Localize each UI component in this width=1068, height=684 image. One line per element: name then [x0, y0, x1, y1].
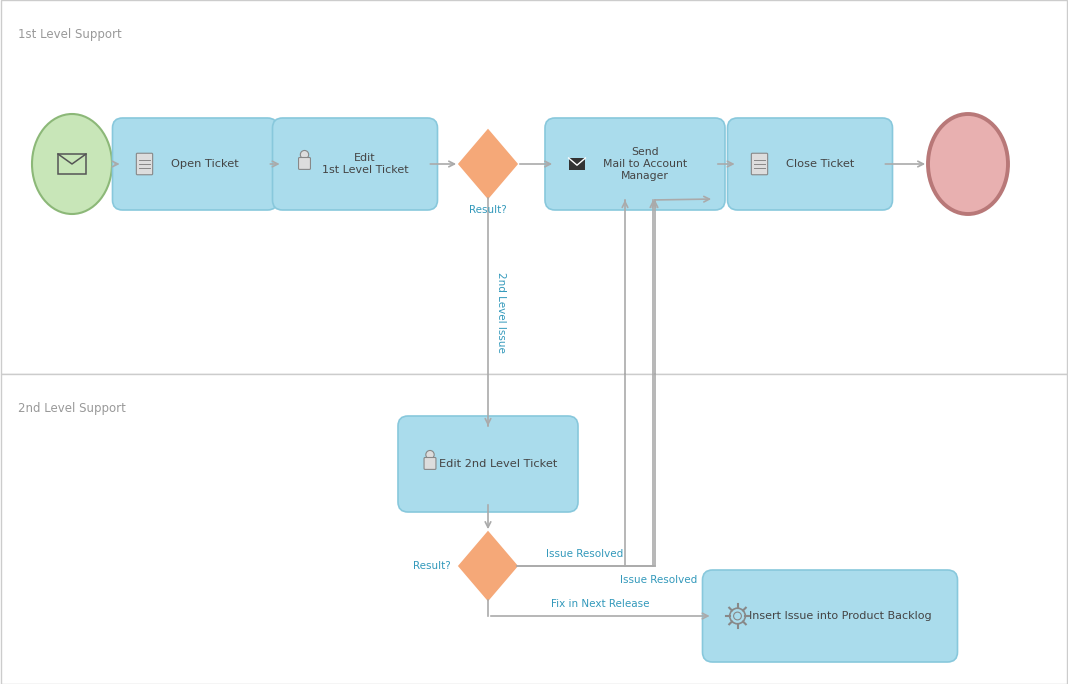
Circle shape [300, 150, 309, 159]
FancyBboxPatch shape [727, 118, 893, 210]
Circle shape [426, 451, 435, 459]
FancyBboxPatch shape [137, 153, 153, 174]
Text: Result?: Result? [413, 561, 451, 571]
FancyBboxPatch shape [545, 118, 725, 210]
FancyBboxPatch shape [752, 153, 768, 174]
Text: 2nd Level Issue: 2nd Level Issue [496, 272, 506, 352]
Bar [58, 154, 87, 174]
Polygon shape [459, 130, 517, 198]
Bar [1, 0, 1067, 374]
FancyBboxPatch shape [398, 416, 578, 512]
Text: Issue Resolved: Issue Resolved [547, 549, 624, 559]
Text: Insert Issue into Product Backlog: Insert Issue into Product Backlog [749, 611, 931, 621]
Bar [1, 374, 1067, 684]
Text: Fix in Next Release: Fix in Next Release [551, 599, 649, 609]
Ellipse shape [32, 114, 112, 214]
Text: Send
Mail to Account
Manager: Send Mail to Account Manager [603, 147, 687, 181]
FancyBboxPatch shape [299, 157, 311, 170]
Text: Close Ticket: Close Ticket [786, 159, 854, 169]
Text: Edit 2nd Level Ticket: Edit 2nd Level Ticket [439, 459, 557, 469]
Ellipse shape [928, 114, 1008, 214]
FancyBboxPatch shape [424, 458, 436, 469]
Text: Edit
1st Level Ticket: Edit 1st Level Ticket [321, 153, 408, 175]
Text: Issue Resolved: Issue Resolved [621, 575, 697, 585]
Text: 2nd Level Support: 2nd Level Support [18, 402, 126, 415]
Text: Result?: Result? [469, 205, 507, 215]
FancyBboxPatch shape [112, 118, 278, 210]
FancyBboxPatch shape [703, 570, 958, 662]
Bar [568, 158, 585, 170]
FancyBboxPatch shape [272, 118, 438, 210]
Polygon shape [459, 532, 517, 600]
Text: 1st Level Support: 1st Level Support [18, 28, 122, 41]
Text: Open Ticket: Open Ticket [171, 159, 239, 169]
